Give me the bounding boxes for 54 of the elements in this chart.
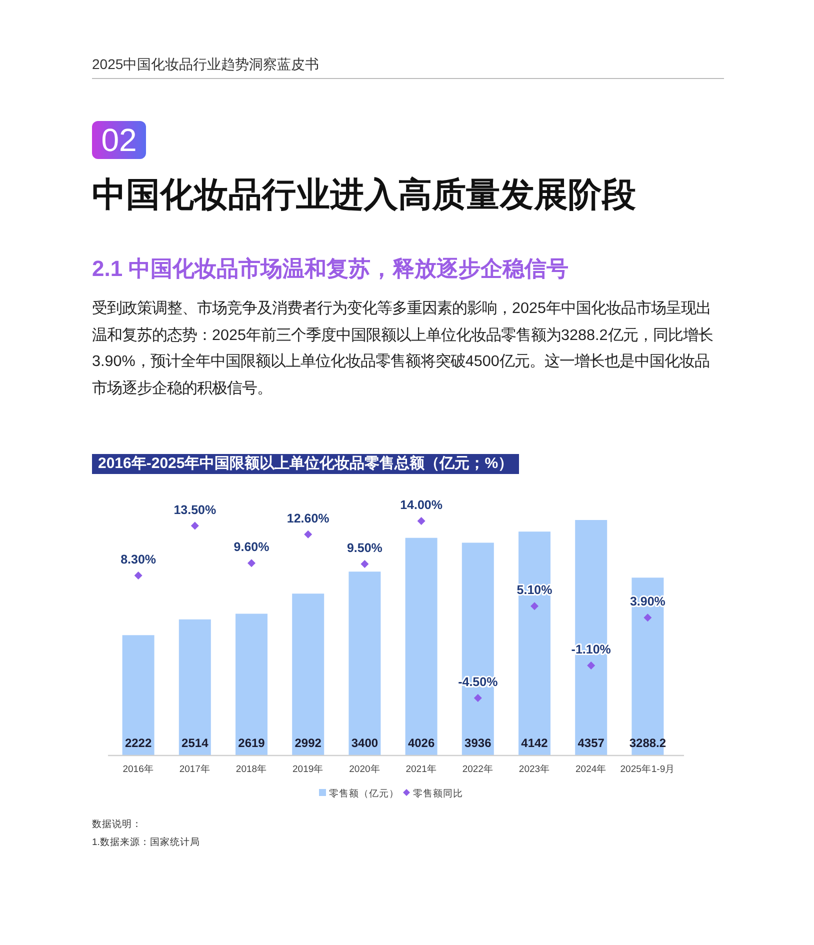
text: 02: [92, 121, 146, 159]
data-label: 2619: [238, 736, 266, 750]
point: [248, 559, 256, 568]
data-label: 14.00%: [400, 498, 443, 512]
data-label: 9.50%: [346, 541, 382, 556]
text: 受到政策调整、市场竞争及消费者行为变化等多重因素的影响，2025年中国化妆品市场呈现出温和复苏的态势：2025年前三个季度中国限额以上单位化妆品零售额为3288.2亿元，同比增长3.90%，预计全年中国限额以上单位化妆品零售额将突破4500亿元。这一增长也是中国化妆品市场逐步企稳的积极信号。: [92, 299, 714, 398]
x-tick-label: 2017年: [179, 763, 210, 775]
bar: [405, 538, 438, 755]
x-tick-label: 2023年: [518, 763, 550, 775]
x-tick-label: 2019年: [292, 763, 324, 775]
x-tick-label: 2022年: [462, 763, 494, 775]
data-label: 8.30%: [120, 552, 156, 567]
x-tick-label: 2018年: [236, 763, 268, 775]
bar: [122, 635, 154, 755]
data-label: 9.60%: [234, 540, 270, 554]
x-tick-label: 2025年1-9月: [620, 763, 676, 775]
data-label: 4026: [408, 736, 435, 750]
bar: [632, 578, 664, 755]
point: [360, 560, 369, 568]
chart-title: 2016年-2025年中国限额以上单位化妆品零售总额（亿元；%）: [92, 454, 520, 474]
bar: [236, 614, 268, 755]
bar: [348, 572, 381, 755]
data-label: 2514: [182, 736, 209, 750]
data-label: 2222: [124, 736, 152, 750]
point: [530, 602, 538, 610]
point: [474, 694, 482, 702]
bar: [518, 532, 550, 755]
data-label: 4142: [521, 736, 548, 750]
point: [587, 661, 596, 670]
text: 1.数据来源：国家统计局: [92, 836, 200, 849]
point: [304, 530, 312, 538]
text: 数据说明：: [92, 818, 142, 831]
x-tick-label: 2016年: [122, 763, 154, 775]
x-tick-label: 2021年: [406, 763, 437, 775]
point: [190, 522, 199, 530]
data-label: 2992: [294, 736, 322, 750]
text: 2025中国化妆品行业趋势洞察蓝皮书: [92, 56, 320, 74]
point: [417, 517, 426, 525]
data-label: 3936: [464, 736, 492, 750]
data-label: 13.50%: [174, 502, 216, 517]
point: [644, 614, 652, 622]
legend-label: 零售额（亿元）: [329, 788, 399, 800]
text: 2.1 中国化妆品市场温和复苏，释放逐步企稳信号: [92, 255, 569, 283]
data-label: 3288.2: [629, 736, 666, 750]
x-tick-label: 2024年: [576, 763, 607, 775]
data-label: 12.60%: [286, 511, 330, 526]
bar: [292, 594, 324, 755]
legend-label: 零售额同比: [413, 788, 463, 800]
data-label: 3400: [351, 736, 378, 750]
bar: [178, 619, 211, 755]
text: 中国化妆品行业进入高质量发展阶段: [92, 175, 636, 216]
point: [134, 572, 142, 580]
x-tick-label: 2020年: [349, 763, 380, 775]
data-label: 4357: [578, 736, 605, 750]
